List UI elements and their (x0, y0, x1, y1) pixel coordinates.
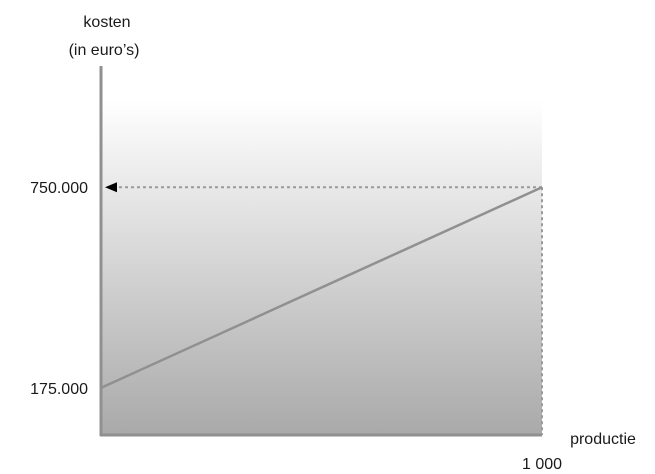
x-tick-labels: 1 000 (522, 456, 562, 473)
x-axis-label: productie (570, 431, 636, 448)
arrow-group (105, 182, 117, 193)
arrow-head (105, 182, 117, 193)
y-tick-label: 175.000 (30, 381, 88, 398)
series-line (100, 186, 543, 390)
y-axis-unit-label: (in euro’s) (69, 42, 140, 59)
guide-lines (115, 186, 543, 435)
series-group (100, 186, 543, 390)
y-tick-label: 750.000 (30, 180, 88, 197)
y-axis-label: kosten (83, 14, 130, 31)
x-tick-label: 1 000 (522, 456, 562, 473)
plot-background (101, 100, 542, 436)
y-tick-labels: 750.000 175.000 (30, 180, 88, 398)
